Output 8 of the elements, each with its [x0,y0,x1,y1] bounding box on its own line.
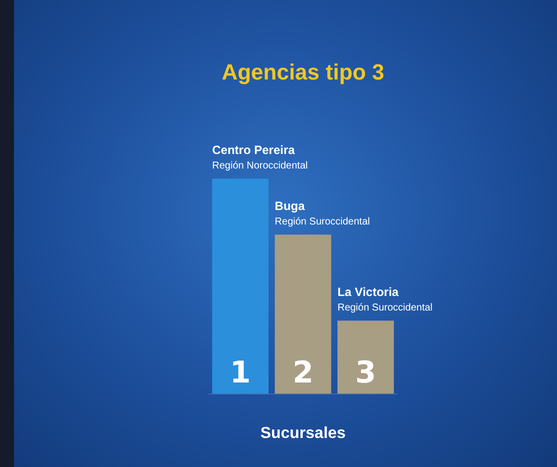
x-tick-label: 2 [292,356,314,391]
annotation: Buga Región Suroccidental [274,198,370,228]
annotation: Centro Pereira Región Noroccidental [212,142,308,172]
x-axis-title: Sucursales [260,424,346,442]
annotation: La Victoria Región Suroccidental [337,284,433,314]
x-tick-label: 3 [355,356,376,391]
chart-title: Agencias tipo 3 [222,59,384,84]
x-tick-label: 1 [230,356,251,391]
